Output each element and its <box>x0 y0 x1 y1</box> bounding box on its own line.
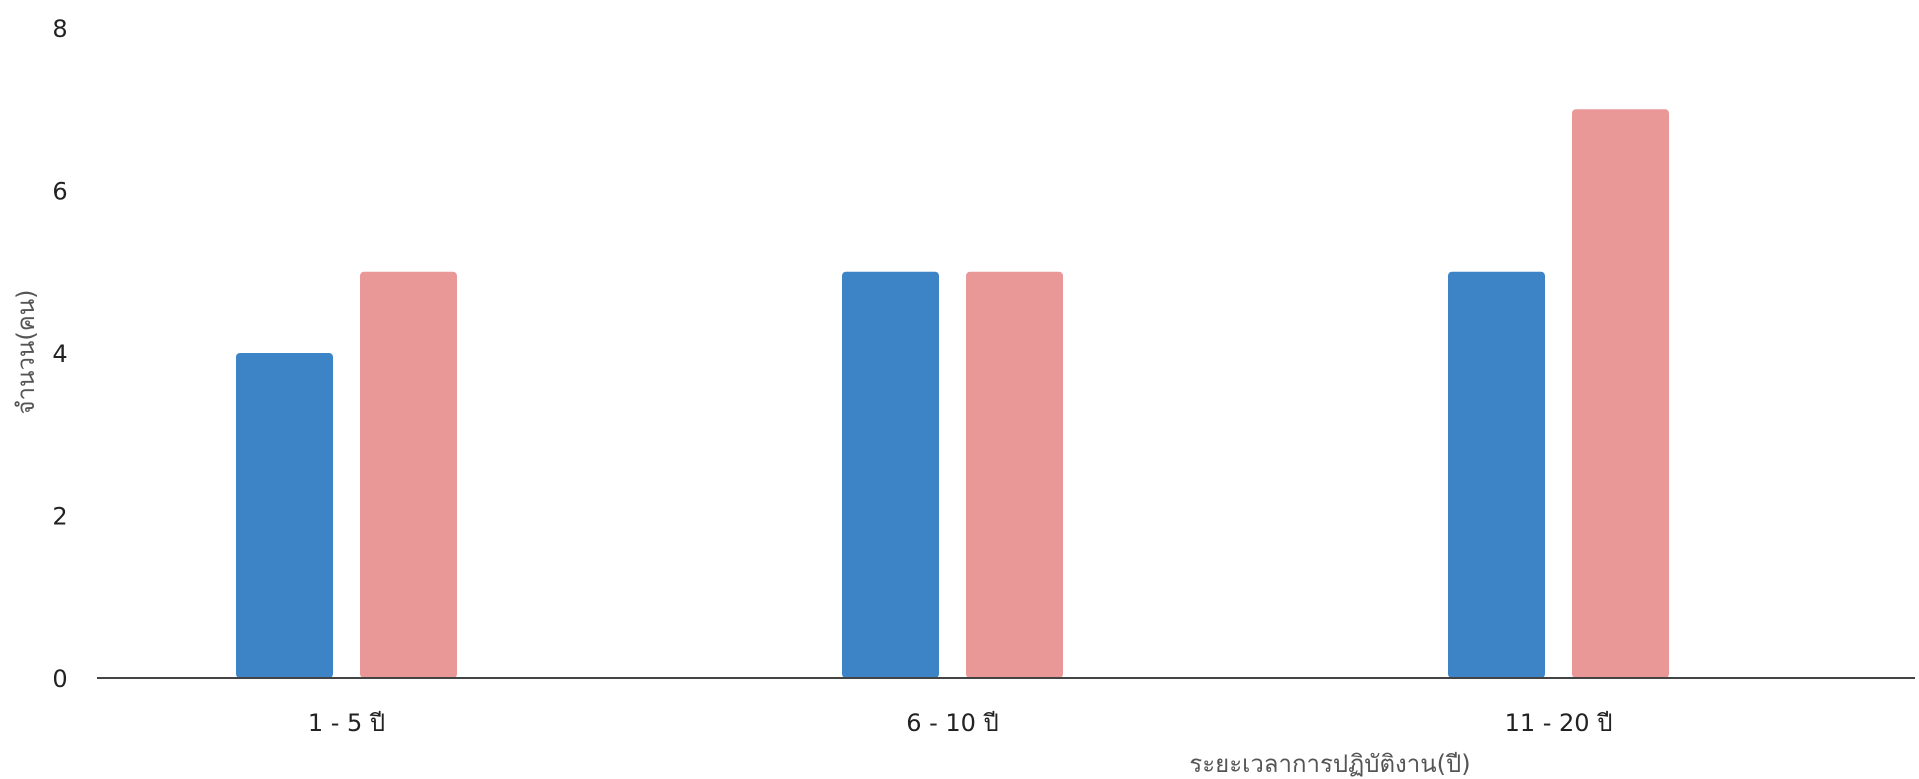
bar <box>236 353 333 678</box>
bar <box>1572 109 1669 678</box>
bar <box>966 271 1063 678</box>
y-tick-label: 2 <box>52 503 67 531</box>
x-axis-labels: 1 - 5 ปี 6 - 10 ปี 11 - 20 ปี <box>308 709 1613 737</box>
y-tick-label: 6 <box>52 178 67 206</box>
y-axis-title: จำนวน(คน) <box>12 289 40 414</box>
y-tick-label: 0 <box>52 665 67 693</box>
x-tick-label: 1 - 5 ปี <box>308 709 385 737</box>
x-tick-label: 11 - 20 ปี <box>1505 709 1613 737</box>
bar <box>360 271 457 678</box>
bar <box>1448 271 1545 678</box>
x-axis-title: ระยะเวลาการปฏิบัติงาน(ปี) <box>1189 750 1470 778</box>
bars <box>236 109 1669 678</box>
x-tick-label: 6 - 10 ปี <box>906 709 999 737</box>
bar <box>842 271 939 678</box>
y-tick-label: 4 <box>52 340 67 368</box>
y-axis-ticks: 0 2 4 6 8 <box>52 15 67 693</box>
y-tick-label: 8 <box>52 15 67 43</box>
